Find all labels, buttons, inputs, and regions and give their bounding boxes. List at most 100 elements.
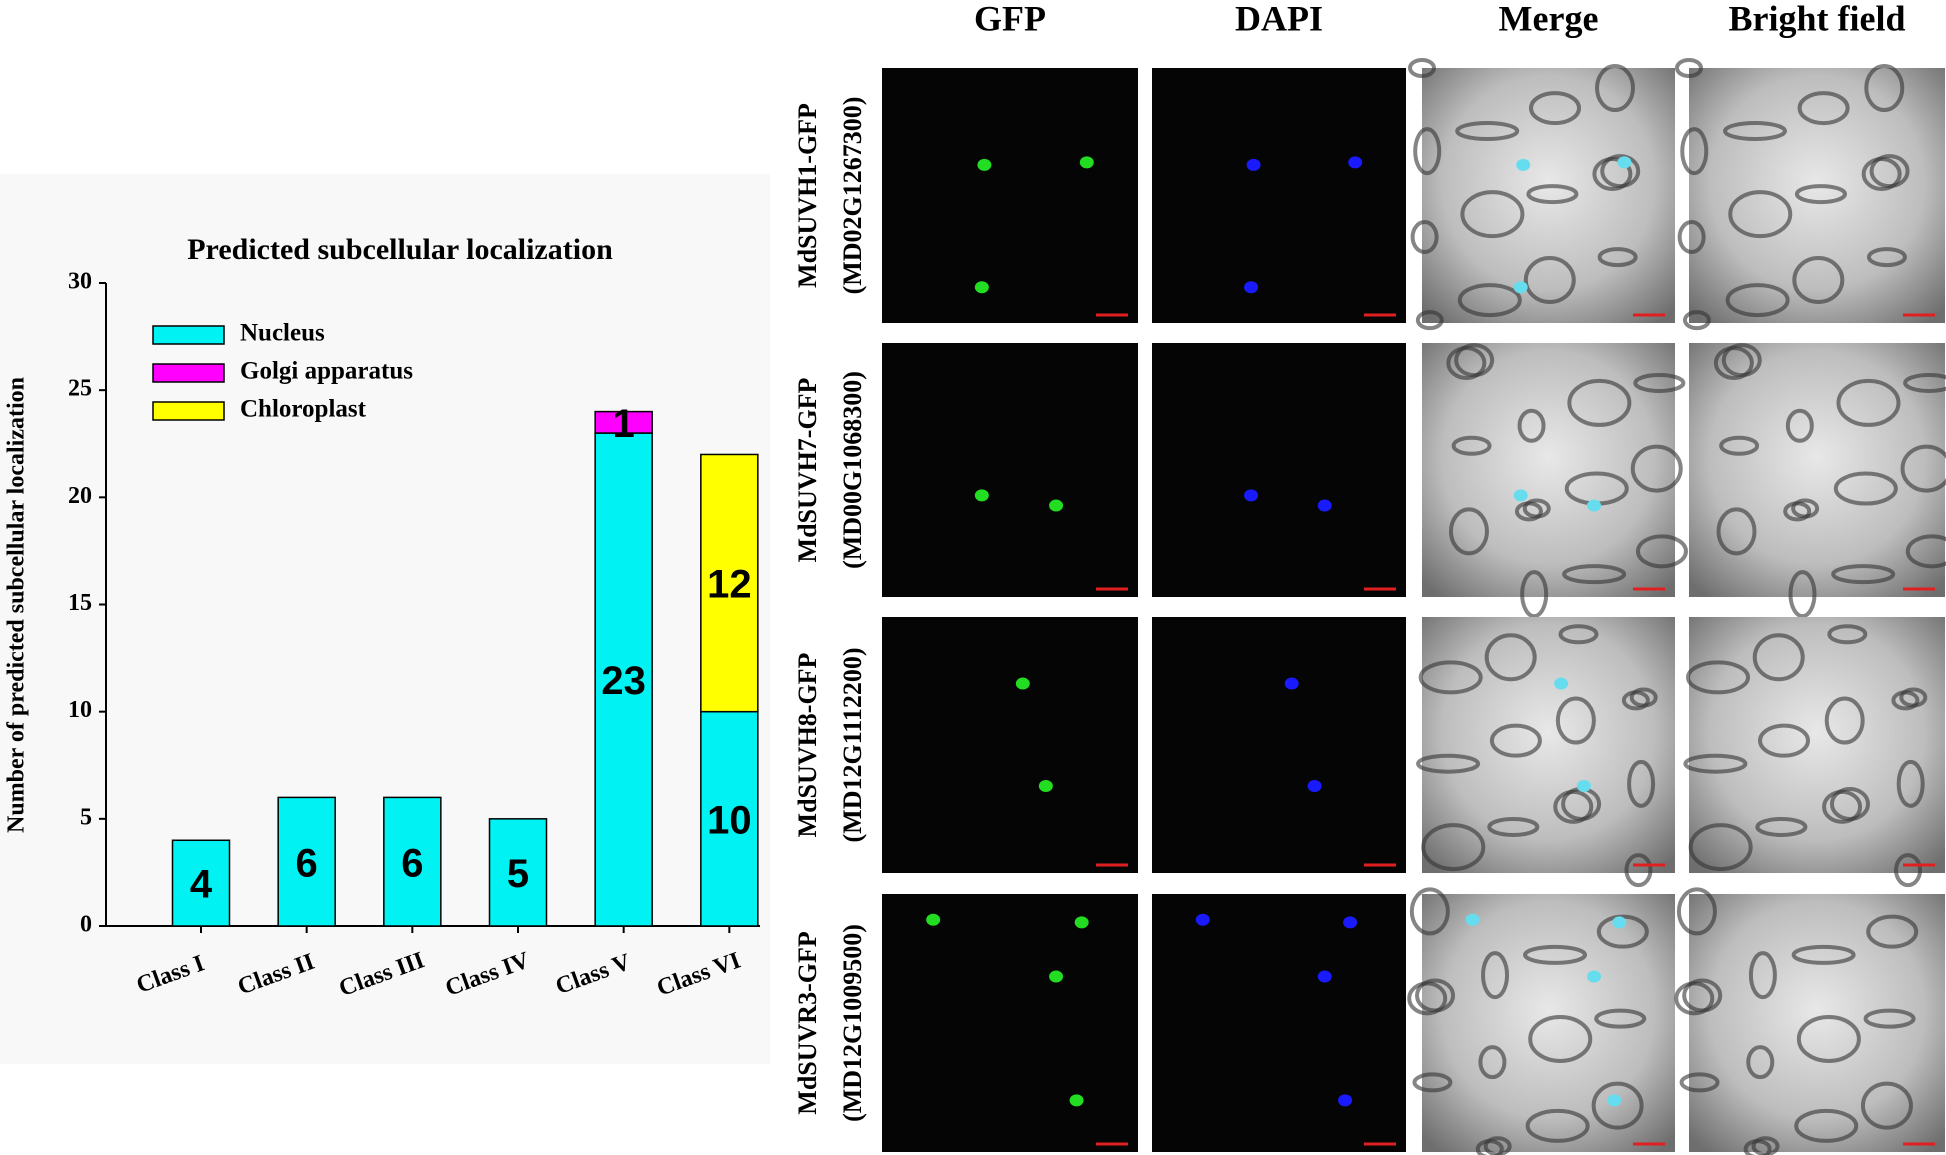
nucleus-signal [1049,970,1064,983]
cell-texture [1410,220,1439,255]
nucleus-signal [1513,281,1528,294]
cell-texture [1752,633,1805,682]
legend-label: Chloroplast [240,396,367,423]
cell-texture [1748,951,1777,1000]
cell-texture [1899,687,1928,708]
cell-texture [1682,978,1723,1013]
bar-segment [594,410,653,434]
cell-texture [1418,660,1483,695]
cell-texture [1682,310,1711,331]
cell-texture [1688,823,1753,872]
cell-texture [1489,723,1542,758]
cell-texture [1597,247,1638,268]
cell-texture [1408,58,1436,78]
nucleus-signal [1015,677,1030,690]
bar-segment [700,710,759,927]
micrograph [882,68,1138,323]
cell-texture [1415,978,1456,1013]
nucleus-signal [1244,281,1259,294]
micrograph [1422,894,1675,1152]
cell-texture [1792,256,1845,305]
cell-texture [1596,914,1649,949]
row-label: MdSUVH7-GFP [793,377,822,562]
micrograph [1689,894,1945,1152]
cell-texture [1836,378,1901,427]
micrograph [882,343,1138,597]
y-tick-label: 30 [68,269,92,295]
cell-texture [1824,696,1865,745]
cell-texture [1525,1108,1590,1143]
legend-swatch [152,401,225,421]
cell-texture [1866,914,1919,949]
cell-texture [1758,723,1811,758]
data-label: 1 [613,402,635,446]
cell-texture [1595,64,1636,113]
chart-title: Predicted subcellular localization [187,233,613,266]
nucleus-signal [1284,677,1299,690]
cell-texture [1860,1081,1913,1130]
row-label-id: (MD02G1267300) [838,97,867,295]
column-header: Merge [1499,0,1599,38]
cell-texture [1635,534,1688,569]
cell-texture [1785,408,1814,443]
micrograph [1152,617,1406,873]
cell-texture [1523,256,1576,305]
nucleus-signal [1513,489,1528,502]
cell-texture [1522,498,1551,519]
cell-texture [1866,247,1907,268]
cell-texture [1409,887,1450,936]
nucleus-signal [1607,1094,1622,1107]
bar-segment [277,796,336,927]
data-label: 12 [707,563,752,607]
data-label: 23 [601,659,646,703]
cell-texture [1679,1072,1720,1093]
cell-texture [1686,660,1751,695]
cell-texture [1415,310,1444,331]
cell-texture [1523,944,1588,965]
data-label: 5 [507,852,529,896]
bar-segment [594,432,653,927]
cell-texture [1567,378,1632,427]
micrograph [1152,68,1406,323]
nucleus-signal [1246,158,1261,171]
nucleus-signal [1587,499,1602,512]
nucleus-signal [1343,916,1358,929]
y-axis-label: Number of predicted subcellular localiza… [4,377,30,833]
cell-texture [1791,944,1856,965]
cell-texture [1558,624,1599,645]
cell-texture [1594,1008,1647,1029]
cell-texture [1484,633,1537,682]
data-label: 4 [190,863,213,907]
nucleus-signal [1069,1094,1084,1107]
legend-swatch [152,325,225,345]
cell-texture [1833,471,1898,506]
cell-texture [1796,1014,1861,1063]
cell-texture [1416,753,1481,774]
cell-texture [1555,696,1596,745]
column-header: DAPI [1235,0,1323,38]
cell-texture [1831,564,1896,585]
cell-texture [1722,121,1787,142]
nucleus-signal [1554,677,1569,690]
y-tick-label: 0 [80,912,92,938]
cell-texture [1829,786,1870,821]
cell-texture [1755,816,1808,837]
cell-texture [1455,121,1520,142]
nucleus-signal [977,158,992,171]
row-label-id: (MD00G1068300) [838,371,867,569]
cell-texture [1633,372,1686,393]
cell-texture [1454,343,1495,378]
cell-texture [1451,435,1492,456]
micrograph [882,894,1138,1152]
nucleus-signal [1587,970,1602,983]
cell-texture [1412,1072,1453,1093]
cell-texture [1630,444,1683,493]
cell-texture [1900,444,1946,493]
nucleus-signal [1244,489,1259,502]
cell-texture [1751,1136,1780,1155]
nucleus-signal [1612,916,1627,929]
cell-texture [1627,759,1656,808]
cell-texture [1460,190,1525,239]
nucleus-signal [1317,499,1332,512]
nucleus-signal [1307,779,1322,792]
